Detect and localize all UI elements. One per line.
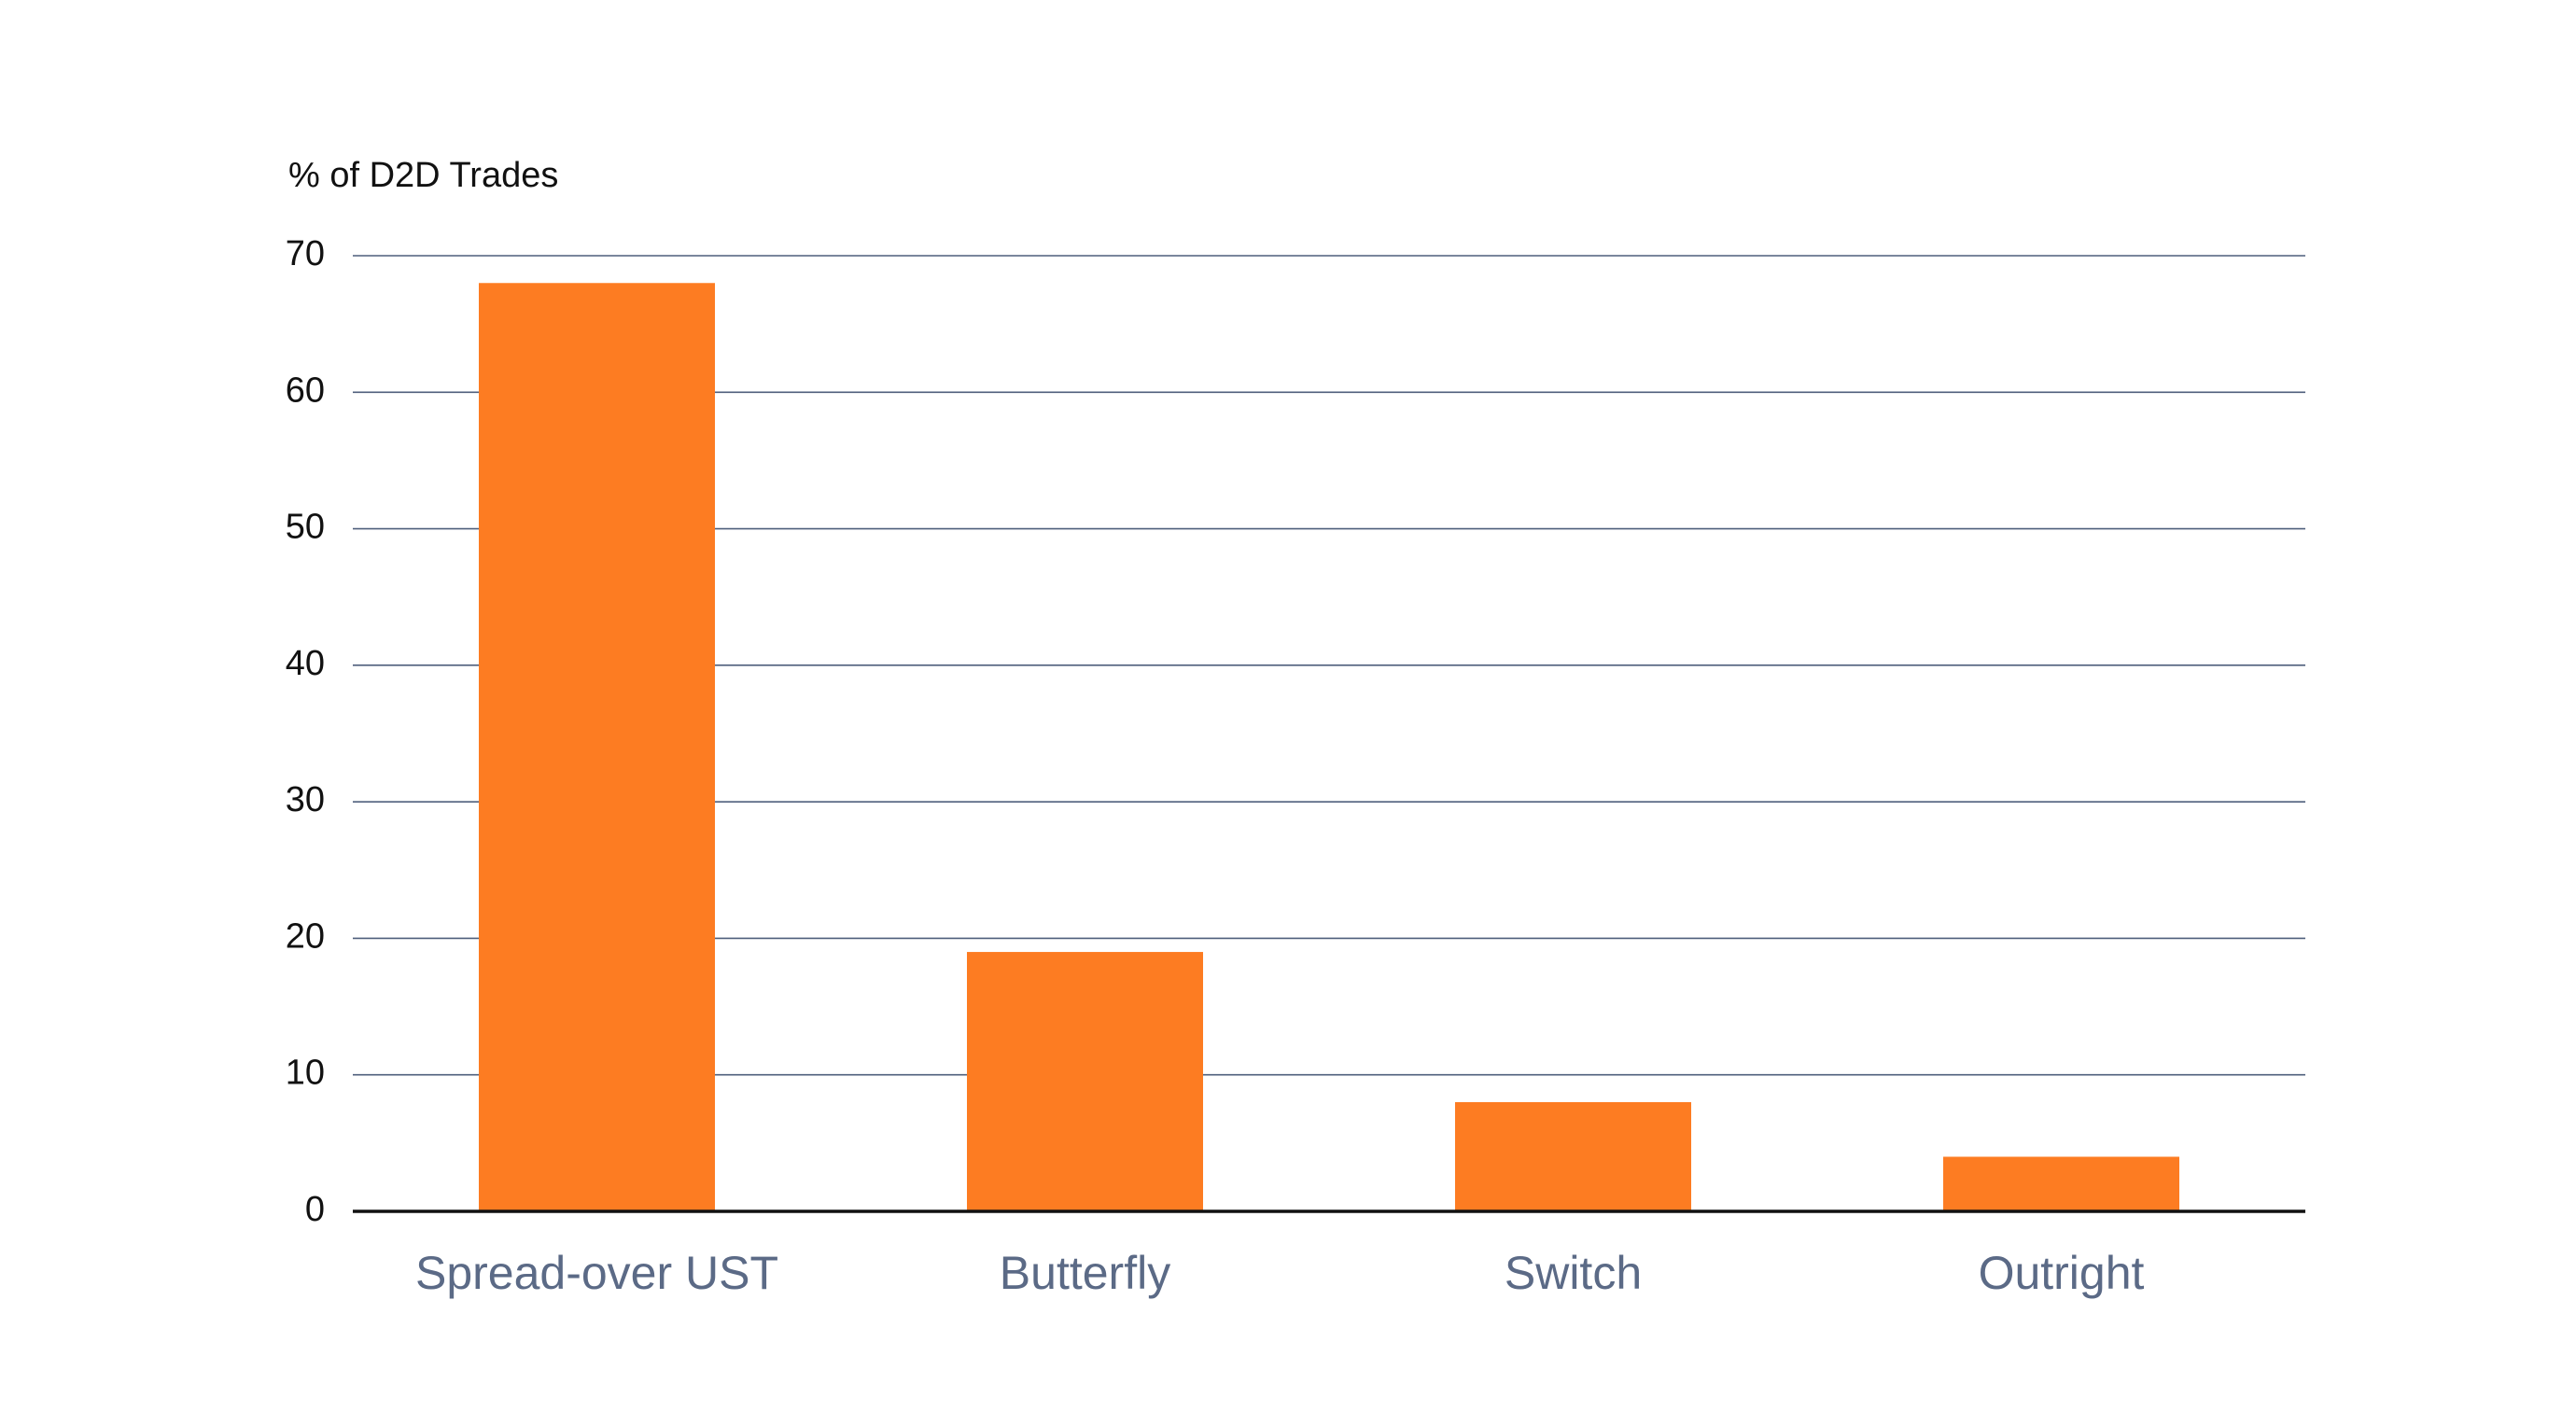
x-tick-label-butterfly: Butterfly bbox=[1000, 1247, 1170, 1299]
y-axis-ticks: 0 10 20 30 40 50 60 70 bbox=[286, 234, 325, 1229]
bar-outright bbox=[1943, 1156, 2179, 1211]
y-axis-title: % of D2D Trades bbox=[288, 156, 558, 195]
y-tick-label-70: 70 bbox=[286, 234, 325, 273]
y-tick-label-20: 20 bbox=[286, 916, 325, 956]
y-tick-label-0: 0 bbox=[305, 1190, 325, 1229]
y-tick-label-60: 60 bbox=[286, 370, 325, 410]
x-tick-label-outright: Outright bbox=[1979, 1247, 2145, 1299]
y-tick-label-10: 10 bbox=[286, 1054, 325, 1093]
y-tick-label-40: 40 bbox=[286, 644, 325, 683]
bars bbox=[479, 283, 2179, 1211]
y-tick-label-50: 50 bbox=[286, 508, 325, 547]
x-tick-label-switch: Switch bbox=[1505, 1247, 1642, 1299]
x-axis-labels: Spread-over UST Butterfly Switch Outright bbox=[415, 1247, 2145, 1299]
bar-butterfly bbox=[967, 952, 1203, 1211]
bar-switch bbox=[1455, 1101, 1691, 1211]
y-tick-label-30: 30 bbox=[286, 780, 325, 819]
bar-spread-over-ust bbox=[479, 283, 715, 1211]
x-tick-label-spread-over-ust: Spread-over UST bbox=[415, 1247, 778, 1299]
